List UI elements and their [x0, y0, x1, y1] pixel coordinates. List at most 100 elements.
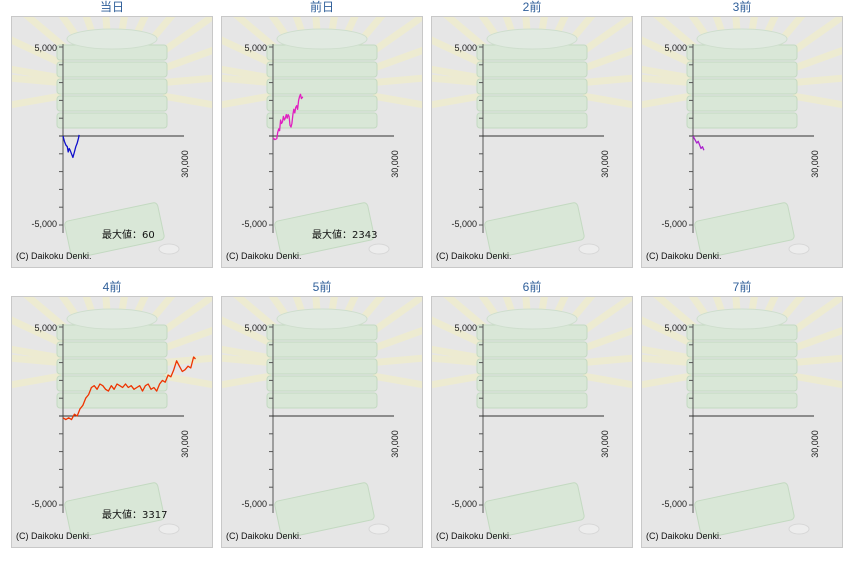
x-tick-label: 30,000 [810, 430, 820, 458]
y-tick-label-bottom: -5,000 [661, 219, 687, 229]
chart-frame: 5,000 -5,000 30,000 (C) Daikoku Denki. [431, 296, 633, 548]
ray [341, 17, 359, 41]
ray [222, 93, 272, 109]
ray [761, 17, 779, 41]
ray [160, 46, 212, 72]
ray [23, 17, 74, 56]
ray [163, 74, 212, 86]
copyright-label: (C) Daikoku Denki. [16, 531, 92, 541]
box-layer [56, 61, 168, 78]
chart-frame: 5,000 -5,000 30,000 最大値：60 (C) Daikoku Denki… [11, 16, 213, 268]
copyright-label: (C) Daikoku Denki. [646, 251, 722, 261]
background-illustration [642, 297, 842, 539]
chart-title: 2前 [522, 0, 542, 14]
x-tick-label: 30,000 [810, 150, 820, 178]
ray [761, 297, 779, 321]
dish [788, 523, 810, 535]
y-tick-label-top: 5,000 [34, 323, 57, 333]
ray [82, 17, 97, 39]
ray [268, 17, 294, 46]
ray [580, 326, 632, 352]
ray [341, 297, 359, 321]
ray [563, 17, 596, 49]
chart-svg: 5,000 -5,000 30,000 (C) Daikoku Denki. [432, 17, 632, 261]
ray [162, 93, 212, 109]
box-layer [266, 61, 378, 78]
ray [353, 297, 386, 329]
ray [792, 93, 842, 109]
ray [222, 345, 272, 361]
ray [642, 354, 691, 366]
box-layer [56, 375, 168, 392]
box-layer [266, 392, 378, 409]
x-tick-label: 30,000 [390, 150, 400, 178]
ray [443, 17, 494, 56]
ray [372, 93, 422, 109]
ray [583, 74, 632, 86]
background-illustration [642, 17, 842, 259]
y-tick-label-top: 5,000 [454, 323, 477, 333]
ray [233, 17, 284, 56]
box-layer [476, 392, 588, 409]
chart-svg: 5,000 -5,000 30,000 最大値：3317 (C) Daikoku Den… [12, 297, 212, 541]
box-layer [266, 375, 378, 392]
ray [432, 74, 481, 86]
ray [538, 297, 548, 317]
dish [578, 523, 600, 535]
chart-title: 6前 [522, 280, 542, 294]
tray [484, 202, 585, 259]
ray [712, 297, 727, 319]
chart-title: 5前 [312, 280, 332, 294]
dish [368, 243, 390, 255]
ray [642, 316, 696, 348]
chart-svg: 5,000 -5,000 30,000 (C) Daikoku Denki. [222, 297, 422, 541]
ray [370, 326, 422, 352]
chart-title: 4前 [102, 280, 122, 294]
background-illustration [12, 297, 212, 539]
ray [23, 297, 74, 336]
ray [131, 297, 149, 321]
ray [292, 297, 307, 319]
ray [432, 65, 482, 81]
lid [486, 28, 578, 50]
tray [694, 202, 795, 259]
ray [233, 297, 284, 336]
box-layer [686, 341, 798, 358]
lid [696, 28, 788, 50]
background-illustration [222, 17, 422, 259]
x-tick-label: 30,000 [180, 150, 190, 178]
ray [478, 17, 504, 46]
lid [276, 308, 368, 330]
tray [64, 202, 165, 259]
ray [583, 354, 632, 366]
ray [551, 17, 569, 41]
ray [573, 17, 632, 59]
series-line [272, 93, 304, 141]
box-layer [686, 358, 798, 375]
box-layer [56, 78, 168, 95]
ray [82, 297, 97, 319]
max-value-label: 最大値：3317 [102, 508, 167, 521]
ray [432, 345, 482, 361]
x-tick-label: 30,000 [390, 430, 400, 458]
box-layer [266, 95, 378, 112]
ray [12, 65, 62, 81]
box-layer [686, 78, 798, 95]
chart-title: 当日 [99, 0, 124, 14]
ray [688, 17, 714, 46]
ray [502, 297, 517, 319]
y-tick-label-bottom: -5,000 [451, 219, 477, 229]
ray [653, 297, 704, 336]
series-line [62, 356, 196, 421]
copyright-label: (C) Daikoku Denki. [646, 531, 722, 541]
copyright-label: (C) Daikoku Denki. [16, 251, 92, 261]
copyright-label: (C) Daikoku Denki. [226, 531, 302, 541]
ray [131, 17, 149, 41]
ray [538, 17, 548, 37]
ray [328, 17, 338, 37]
ray [582, 93, 632, 109]
ray [793, 354, 842, 366]
copyright-label: (C) Daikoku Denki. [226, 251, 302, 261]
ray [12, 354, 61, 366]
y-tick-label-top: 5,000 [664, 43, 687, 53]
